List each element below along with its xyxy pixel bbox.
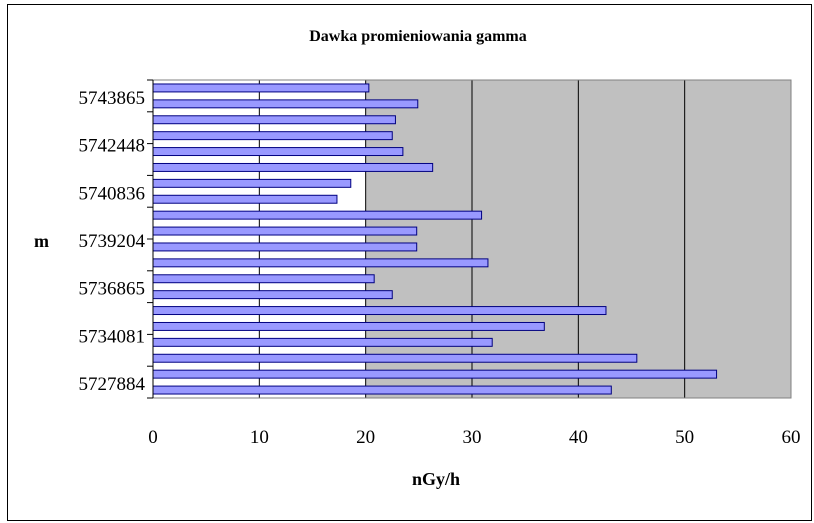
bar (152, 258, 489, 268)
chart-title: Dawka promieniowania gamma (309, 28, 527, 45)
y-tick-label: 5734081 (79, 326, 146, 347)
bar (152, 242, 418, 252)
bar (152, 353, 638, 363)
bar (152, 274, 375, 284)
y-tick-label: 5742448 (79, 136, 146, 157)
y-tick-label: 5740836 (79, 183, 146, 204)
y-tick-label: 5743865 (79, 88, 146, 109)
bar (152, 162, 434, 172)
bar (152, 131, 393, 141)
y-axis-title: m (34, 231, 49, 251)
x-tick-label: 50 (675, 427, 694, 448)
x-tick-label: 30 (463, 427, 482, 448)
gamma-dose-chart: Dawka promieniowania gamma 5743865 574244… (34, 28, 801, 489)
bar (152, 369, 718, 379)
x-axis-title: nGy/h (412, 469, 460, 489)
bar (152, 194, 338, 204)
bar (152, 178, 352, 188)
bar (152, 321, 545, 331)
chart-frame: Dawka promieniowania gamma 5743865 574244… (7, 4, 812, 521)
x-tick-label: 20 (356, 427, 375, 448)
bar (152, 306, 607, 316)
y-tick-label: 5736865 (79, 279, 146, 300)
y-tick-label: 5739204 (79, 231, 146, 252)
bar (152, 210, 483, 220)
x-tick-label: 40 (569, 427, 588, 448)
x-tick-label: 10 (250, 427, 269, 448)
y-axis: 5743865 5742448 5740836 5739204 5736865 57340… (79, 79, 154, 399)
y-tick-label: 5727884 (79, 374, 146, 395)
x-axis-tick-labels: 0 10 20 30 40 50 60 (148, 427, 800, 448)
bar (152, 290, 393, 300)
bar (152, 147, 404, 157)
bar (152, 115, 396, 125)
x-tick-label: 60 (782, 427, 801, 448)
bar (152, 337, 493, 347)
x-tick-label: 0 (148, 427, 158, 448)
bar (152, 226, 418, 236)
bar (152, 83, 370, 93)
bar (152, 385, 612, 395)
bar (152, 99, 419, 109)
